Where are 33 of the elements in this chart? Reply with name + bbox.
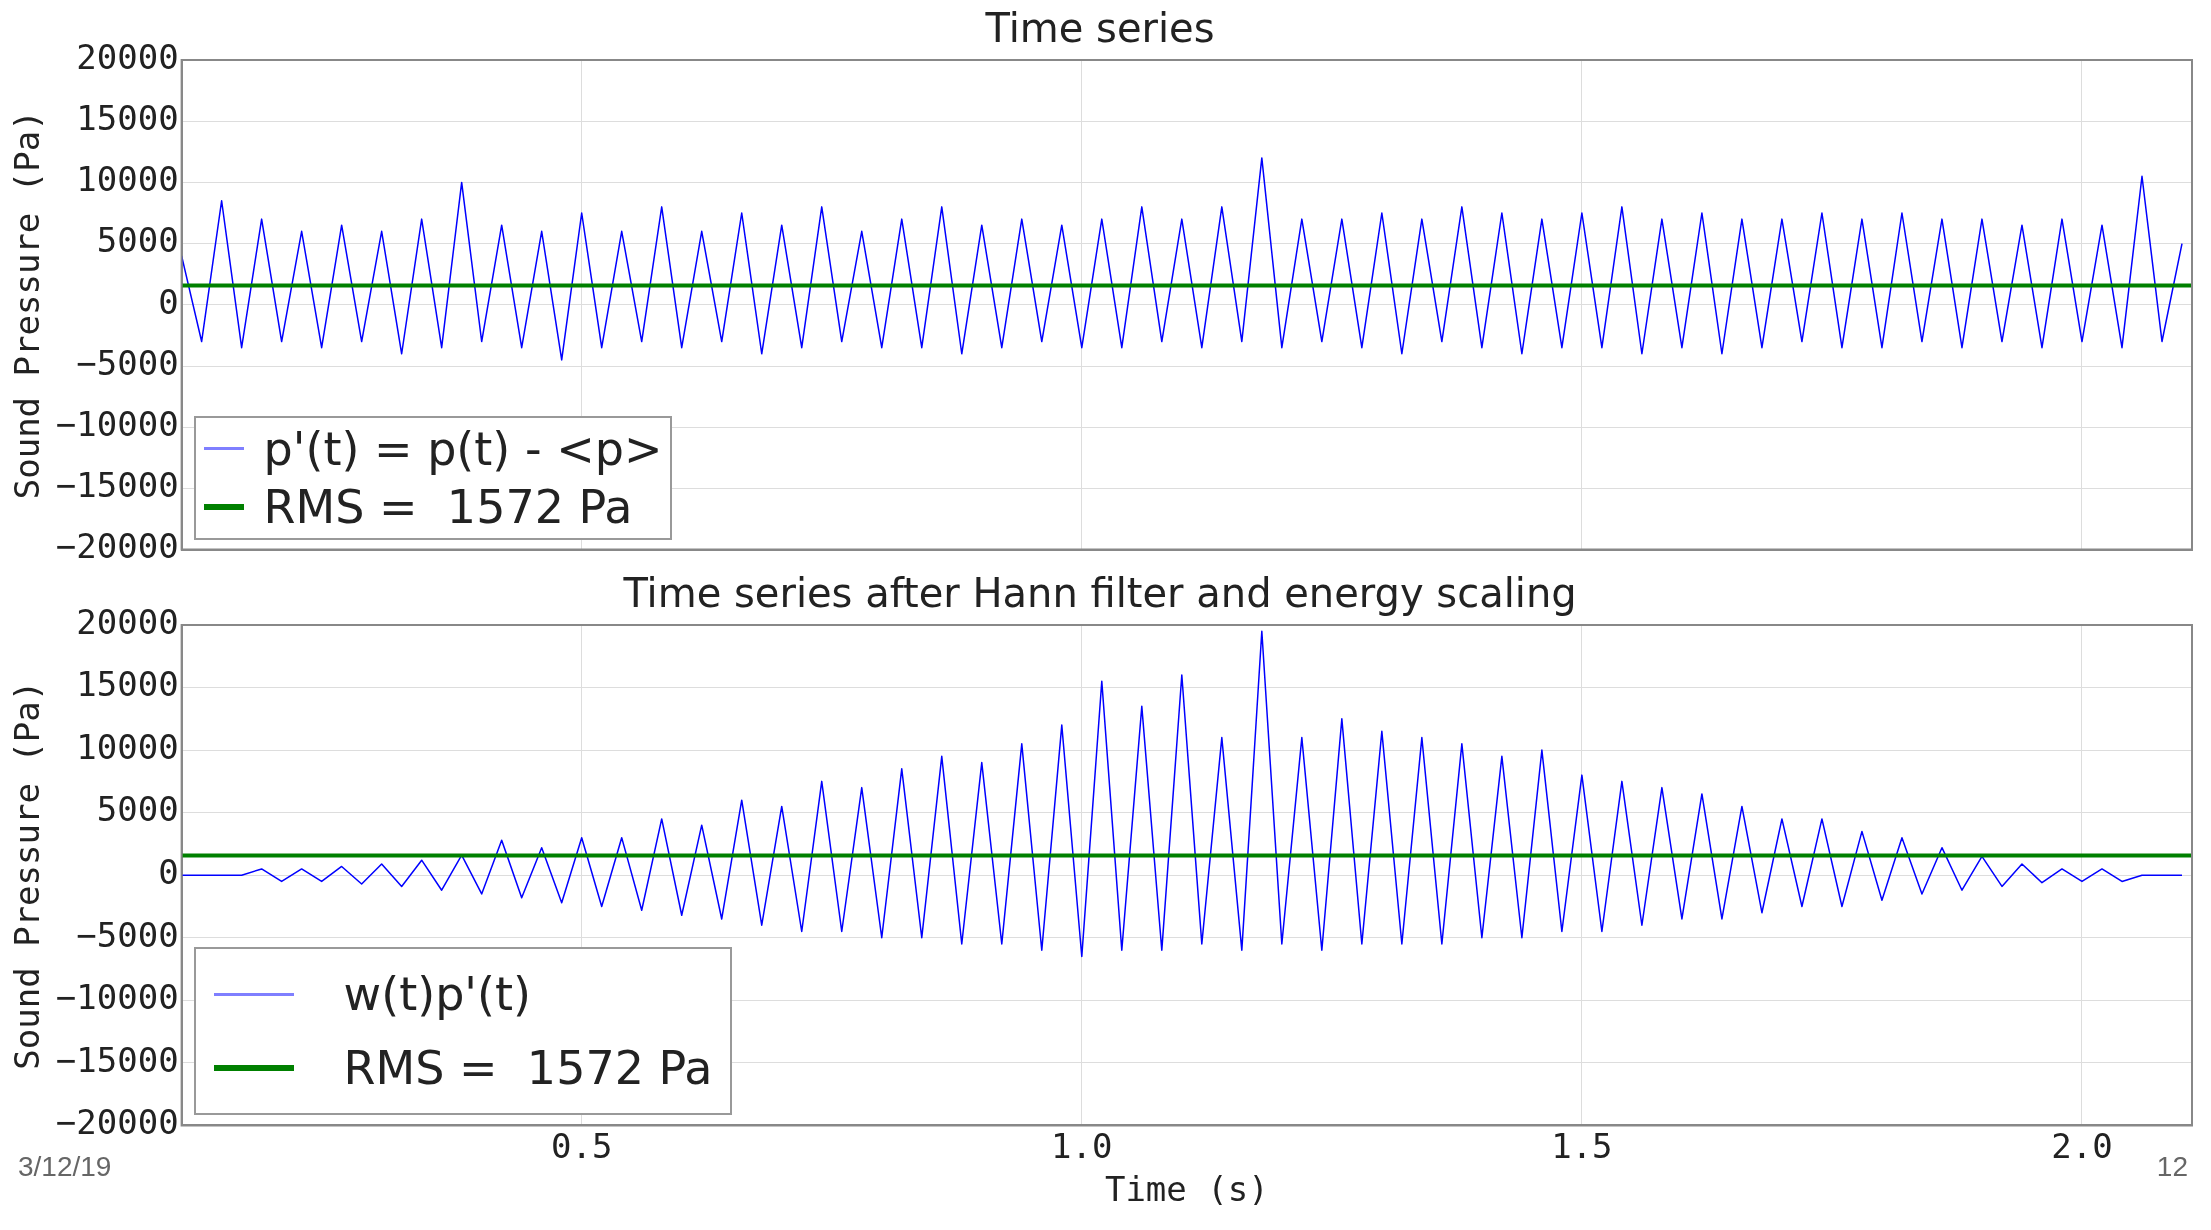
y-tick-label: 15000 <box>76 664 179 705</box>
y-tick-label: −10000 <box>55 404 179 445</box>
y-tick-label: 5000 <box>96 220 179 261</box>
y-tick-label: −10000 <box>55 977 179 1018</box>
x-tick-label: 2.0 <box>2051 1125 2113 1166</box>
y-tick-label: −15000 <box>55 465 179 506</box>
y-tick-label: 0 <box>158 852 179 893</box>
y-tick-label: 20000 <box>76 36 179 77</box>
y-tick-label: −5000 <box>76 342 179 383</box>
y-axis-title: Sound Pressure (Pa) <box>7 110 48 500</box>
y-axis-title: Sound Pressure (Pa) <box>7 680 48 1070</box>
legend-label: RMS = 1572 Pa <box>263 478 633 536</box>
text: 3/12/19 <box>18 1151 112 1183</box>
chart-title: Time series <box>984 5 1215 52</box>
y-tick-label: 10000 <box>76 159 179 200</box>
y-tick-label: −5000 <box>76 914 179 955</box>
legend-label: p'(t) = p(t) - <p> <box>263 420 663 478</box>
y-tick-label: −20000 <box>55 526 179 567</box>
x-axis-title: Time (s) <box>1104 1169 1269 1210</box>
y-tick-label: 0 <box>158 281 179 322</box>
legend-label: RMS = 1572 Pa <box>343 1040 713 1098</box>
x-tick-label: 0.5 <box>550 1125 613 1166</box>
x-tick-label: 1.0 <box>1051 1125 1113 1166</box>
y-tick-label: 10000 <box>76 726 179 767</box>
x-tick-label: 1.5 <box>1551 1125 1613 1166</box>
y-tick-label: −20000 <box>55 1102 179 1143</box>
y-tick-label: 5000 <box>96 789 179 830</box>
y-tick-label: 15000 <box>76 98 179 139</box>
text: 12 <box>2156 1151 2188 1183</box>
y-tick-label: −15000 <box>55 1039 179 1080</box>
chart-title: Time series after Hann filter and energy scaling <box>622 570 1577 617</box>
legend-label: w(t)p'(t) <box>343 966 531 1024</box>
y-tick-label: 20000 <box>76 601 179 642</box>
